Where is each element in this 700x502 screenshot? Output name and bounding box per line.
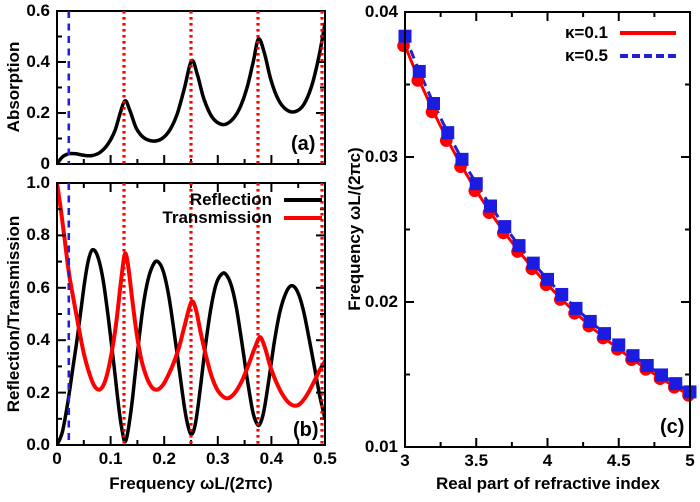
y-tick-label: 0.02	[364, 292, 398, 311]
panel-b-x-axis-title: Frequency ωL/(2πc)	[109, 474, 273, 493]
kappa-05-data-point	[669, 377, 683, 391]
legend-row-kappa-01: κ=0.1	[496, 24, 676, 41]
x-tick-label: 3.5	[464, 451, 489, 470]
legend-label-kappa-01: κ=0.1	[564, 23, 608, 42]
y-tick-label: 0.8	[26, 225, 50, 245]
panel-b-label: (b)	[293, 419, 319, 441]
panel-b-y-axis-title: Reflection/Transmission	[4, 215, 23, 413]
x-tick-label: 5	[685, 451, 695, 470]
reflection-line-sample	[284, 197, 322, 202]
y-tick-label: 1.0	[26, 173, 50, 192]
kappa-05-data-point	[655, 368, 668, 382]
x-tick-label: 3	[400, 451, 410, 470]
legend-label-reflection: Reflection	[189, 190, 272, 209]
kappa-05-data-point	[455, 152, 469, 166]
kappa-05-data-point	[569, 301, 583, 315]
x-tick-label: 4.5	[606, 451, 631, 470]
kappa-05-data-point	[555, 287, 569, 301]
panel-c-x-axis-title: Real part of refractive index	[436, 474, 660, 493]
kappa-05-data-point	[427, 96, 440, 110]
y-tick-label: 0.2	[26, 382, 50, 402]
panel-a-label: (a)	[291, 133, 316, 155]
x-tick-label: 0.4	[259, 449, 284, 468]
kappa-05-data-point	[640, 359, 654, 373]
kappa-05-line-sample	[620, 53, 676, 58]
x-tick-label: 0.1	[98, 449, 123, 468]
y-tick-label: 0.03	[364, 147, 398, 166]
kappa-01-line-sample	[620, 30, 676, 35]
y-tick-label: 0.04	[364, 2, 398, 21]
kappa-05-data-point	[583, 314, 597, 328]
transmission-line-sample	[284, 215, 322, 220]
kappa-05-data-point	[626, 349, 640, 363]
legend-row-reflection: Reflection	[142, 191, 322, 208]
legend-label-transmission: Transmission	[162, 208, 272, 227]
kappa-05-data-point	[512, 239, 526, 253]
x-tick-label: 4	[542, 451, 553, 470]
kappa-05-data-point	[598, 327, 611, 341]
panel-b-legend: Reflection Transmission	[142, 191, 322, 227]
x-tick-label: 0	[52, 449, 62, 468]
legend-row-transmission: Transmission	[142, 209, 322, 226]
y-tick-label: 0	[40, 154, 50, 173]
y-tick-label: 0.6	[26, 277, 50, 297]
kappa-05-data-point	[498, 220, 512, 234]
kappa-05-data-point	[412, 64, 426, 78]
y-tick-label: 0.0	[26, 435, 50, 454]
kappa-05-data-point	[541, 272, 554, 286]
x-tick-label: 0.5	[313, 449, 337, 468]
x-tick-label: 0.3	[205, 449, 230, 468]
kappa-05-data-point	[469, 177, 483, 191]
y-tick-label: 0.01	[364, 437, 398, 456]
panel-c-y-axis-title: Frequency ωL/(2πc)	[345, 147, 364, 311]
y-tick-label: 0.6	[26, 1, 50, 20]
kappa-05-data-point	[484, 199, 497, 213]
legend-label-kappa-05: κ=0.5	[564, 46, 608, 65]
kappa-05-data-point	[612, 338, 626, 352]
panel-c-label: (c)	[660, 416, 685, 438]
y-tick-label: 0.4	[26, 330, 50, 350]
y-tick-label: 0.2	[26, 103, 50, 122]
y-tick-label: 0.4	[26, 52, 50, 71]
legend-row-kappa-05: κ=0.5	[496, 47, 676, 64]
x-tick-label: 0.2	[152, 449, 176, 468]
kappa-05-data-point	[441, 126, 455, 140]
panel-c-legend: κ=0.1 κ=0.5	[496, 24, 676, 65]
kappa-05-data-point	[526, 256, 540, 270]
